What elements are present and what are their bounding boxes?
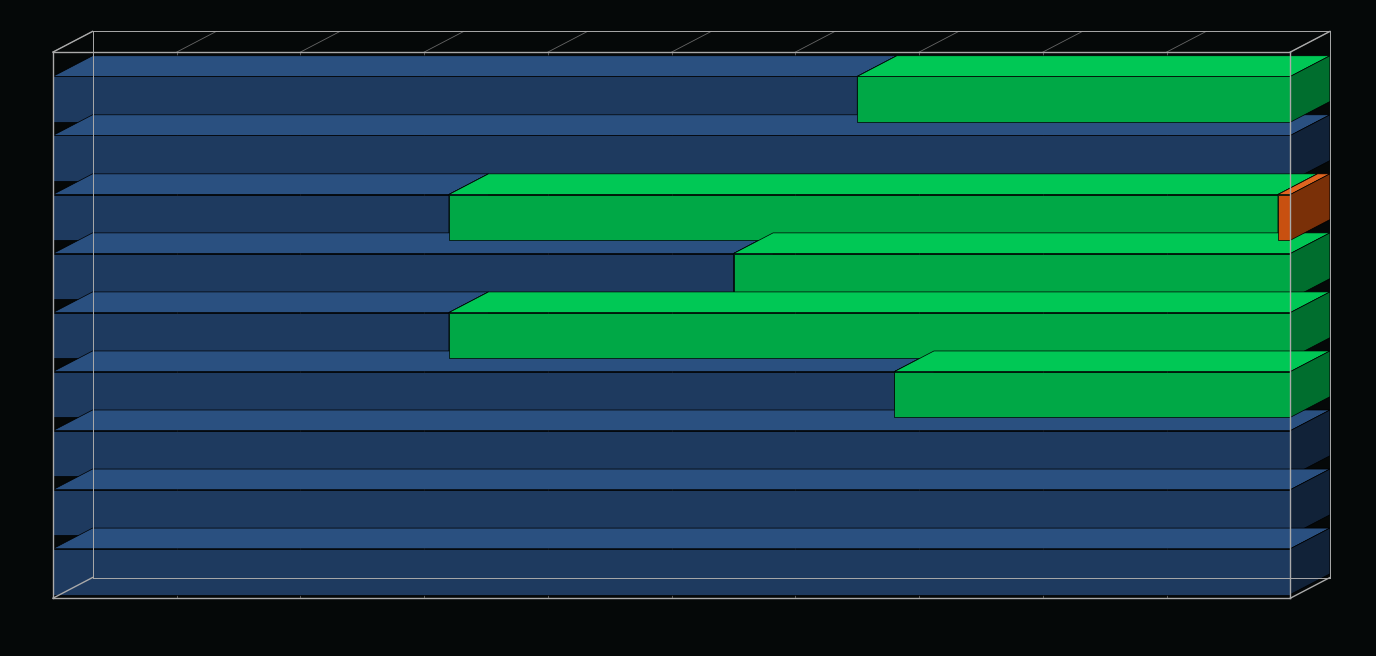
Polygon shape: [1291, 410, 1331, 476]
Polygon shape: [52, 174, 488, 194]
Polygon shape: [733, 253, 1291, 299]
Polygon shape: [1291, 56, 1331, 122]
Polygon shape: [52, 253, 733, 299]
Polygon shape: [449, 292, 1331, 313]
Polygon shape: [449, 194, 1278, 240]
Polygon shape: [52, 548, 1291, 594]
Polygon shape: [733, 233, 1331, 253]
Polygon shape: [1291, 233, 1331, 299]
Polygon shape: [52, 489, 1291, 535]
Polygon shape: [52, 233, 773, 253]
Polygon shape: [52, 292, 488, 313]
Polygon shape: [1291, 292, 1331, 358]
Polygon shape: [1278, 194, 1291, 240]
Polygon shape: [1291, 351, 1331, 417]
Polygon shape: [52, 528, 1331, 548]
Polygon shape: [52, 469, 1331, 489]
Polygon shape: [894, 351, 1331, 371]
Polygon shape: [52, 351, 934, 371]
Polygon shape: [1291, 528, 1331, 594]
Polygon shape: [894, 371, 1291, 417]
Polygon shape: [1291, 174, 1331, 240]
Polygon shape: [52, 410, 1331, 430]
Polygon shape: [52, 76, 857, 122]
Polygon shape: [857, 56, 897, 122]
Polygon shape: [733, 233, 773, 299]
Polygon shape: [857, 76, 1291, 122]
Polygon shape: [52, 313, 449, 358]
Polygon shape: [52, 194, 449, 240]
Polygon shape: [52, 430, 1291, 476]
Polygon shape: [1291, 469, 1331, 535]
Polygon shape: [449, 174, 1318, 194]
Polygon shape: [1278, 174, 1331, 194]
Polygon shape: [449, 174, 488, 240]
Polygon shape: [1291, 115, 1331, 181]
Polygon shape: [52, 56, 897, 76]
Polygon shape: [52, 115, 1331, 135]
Polygon shape: [449, 313, 1291, 358]
Polygon shape: [52, 135, 1291, 181]
Polygon shape: [449, 292, 488, 358]
Polygon shape: [1278, 174, 1318, 240]
Polygon shape: [894, 351, 934, 417]
Polygon shape: [857, 56, 1331, 76]
Polygon shape: [52, 371, 894, 417]
